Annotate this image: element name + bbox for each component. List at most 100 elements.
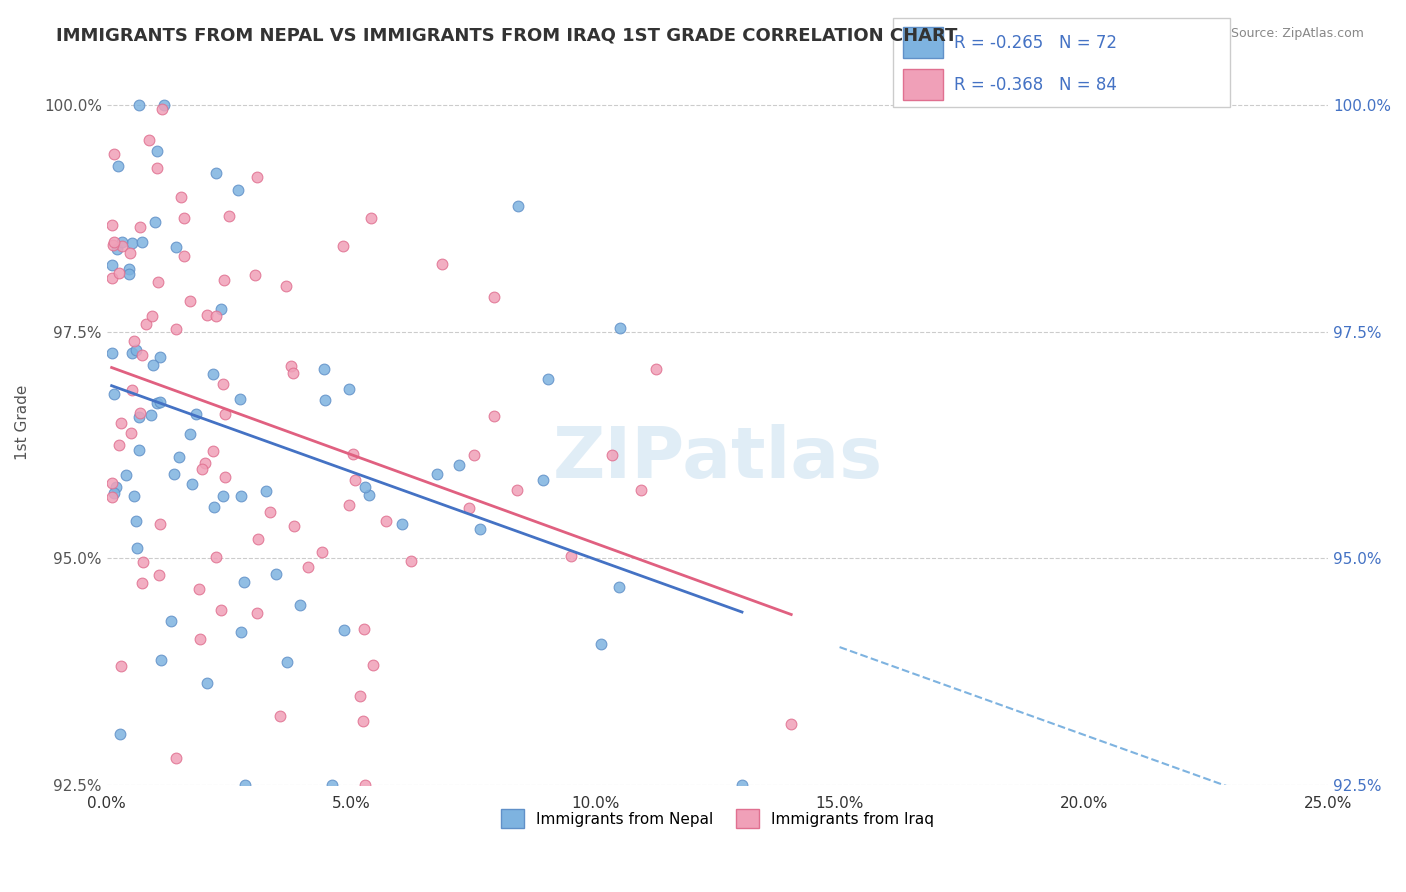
Point xyxy=(149,395,172,409)
Point xyxy=(235,778,257,792)
Point xyxy=(162,467,184,481)
Point xyxy=(314,393,336,408)
Point xyxy=(337,382,360,396)
Point xyxy=(426,467,449,481)
Point xyxy=(209,603,232,617)
Point xyxy=(111,239,134,253)
Point xyxy=(482,290,505,304)
Point xyxy=(226,184,249,198)
Point xyxy=(148,567,170,582)
Point xyxy=(110,658,132,673)
Point xyxy=(111,235,134,249)
FancyBboxPatch shape xyxy=(903,69,943,100)
Point xyxy=(211,377,233,392)
Point xyxy=(361,657,384,672)
Text: R = -0.368   N = 84: R = -0.368 N = 84 xyxy=(953,76,1116,94)
Point xyxy=(125,515,148,529)
Point xyxy=(352,714,374,728)
Point xyxy=(214,407,236,421)
Point xyxy=(179,426,201,441)
Point xyxy=(110,727,132,741)
Point xyxy=(297,560,319,574)
Point xyxy=(457,501,479,516)
Point xyxy=(354,480,377,494)
Point xyxy=(232,575,254,590)
Text: Source: ZipAtlas.com: Source: ZipAtlas.com xyxy=(1230,27,1364,40)
Point xyxy=(194,456,217,470)
FancyBboxPatch shape xyxy=(903,27,943,58)
Point xyxy=(187,582,209,597)
Point xyxy=(337,499,360,513)
Point xyxy=(101,346,124,360)
Point xyxy=(280,359,302,373)
Point xyxy=(165,240,187,254)
Point xyxy=(131,348,153,362)
Point xyxy=(118,267,141,281)
Point xyxy=(229,392,252,407)
Point xyxy=(146,161,169,175)
Point xyxy=(100,219,122,233)
Point xyxy=(247,532,270,546)
Point xyxy=(214,469,236,483)
Point xyxy=(121,383,143,397)
Point xyxy=(401,554,423,568)
Text: R = -0.265   N = 72: R = -0.265 N = 72 xyxy=(953,34,1116,52)
Point xyxy=(139,408,162,422)
Point xyxy=(173,211,195,225)
Point xyxy=(630,483,652,498)
Point xyxy=(204,166,226,180)
Point xyxy=(211,489,233,503)
Point xyxy=(201,367,224,381)
Point xyxy=(246,607,269,621)
Point xyxy=(132,555,155,569)
Point xyxy=(131,576,153,591)
Y-axis label: 1st Grade: 1st Grade xyxy=(15,384,30,460)
Point xyxy=(209,302,232,317)
Point xyxy=(108,266,131,280)
Text: ZIPatlas: ZIPatlas xyxy=(553,424,883,493)
Point xyxy=(150,653,173,667)
Point xyxy=(589,637,612,651)
Point xyxy=(375,514,398,528)
Point xyxy=(342,447,364,461)
Point xyxy=(391,517,413,532)
Point xyxy=(731,778,754,792)
Point xyxy=(165,322,187,336)
Point xyxy=(138,133,160,147)
Point xyxy=(259,505,281,519)
Point xyxy=(153,98,176,112)
Point xyxy=(349,689,371,703)
Point xyxy=(122,489,145,503)
Point xyxy=(484,409,506,423)
Point xyxy=(120,425,142,440)
Point xyxy=(100,476,122,491)
Point xyxy=(125,541,148,556)
Point xyxy=(463,448,485,462)
Point xyxy=(180,477,202,491)
Point xyxy=(101,237,124,252)
Point xyxy=(283,519,305,533)
Point xyxy=(332,238,354,252)
Point xyxy=(537,371,560,385)
Point xyxy=(146,144,169,158)
Point xyxy=(560,549,582,563)
Point xyxy=(202,444,225,458)
Point xyxy=(184,407,207,421)
Point xyxy=(274,279,297,293)
Point xyxy=(131,235,153,249)
Point xyxy=(167,450,190,465)
Point xyxy=(107,160,129,174)
Point xyxy=(609,321,631,335)
Point xyxy=(173,249,195,263)
Point xyxy=(165,750,187,764)
Point xyxy=(121,236,143,251)
Point xyxy=(100,490,122,504)
Point xyxy=(146,396,169,410)
Point xyxy=(202,500,225,514)
Point xyxy=(243,268,266,282)
Point xyxy=(103,485,125,500)
Point xyxy=(229,489,252,503)
Point xyxy=(218,210,240,224)
Point xyxy=(149,517,172,532)
Point xyxy=(506,199,529,213)
